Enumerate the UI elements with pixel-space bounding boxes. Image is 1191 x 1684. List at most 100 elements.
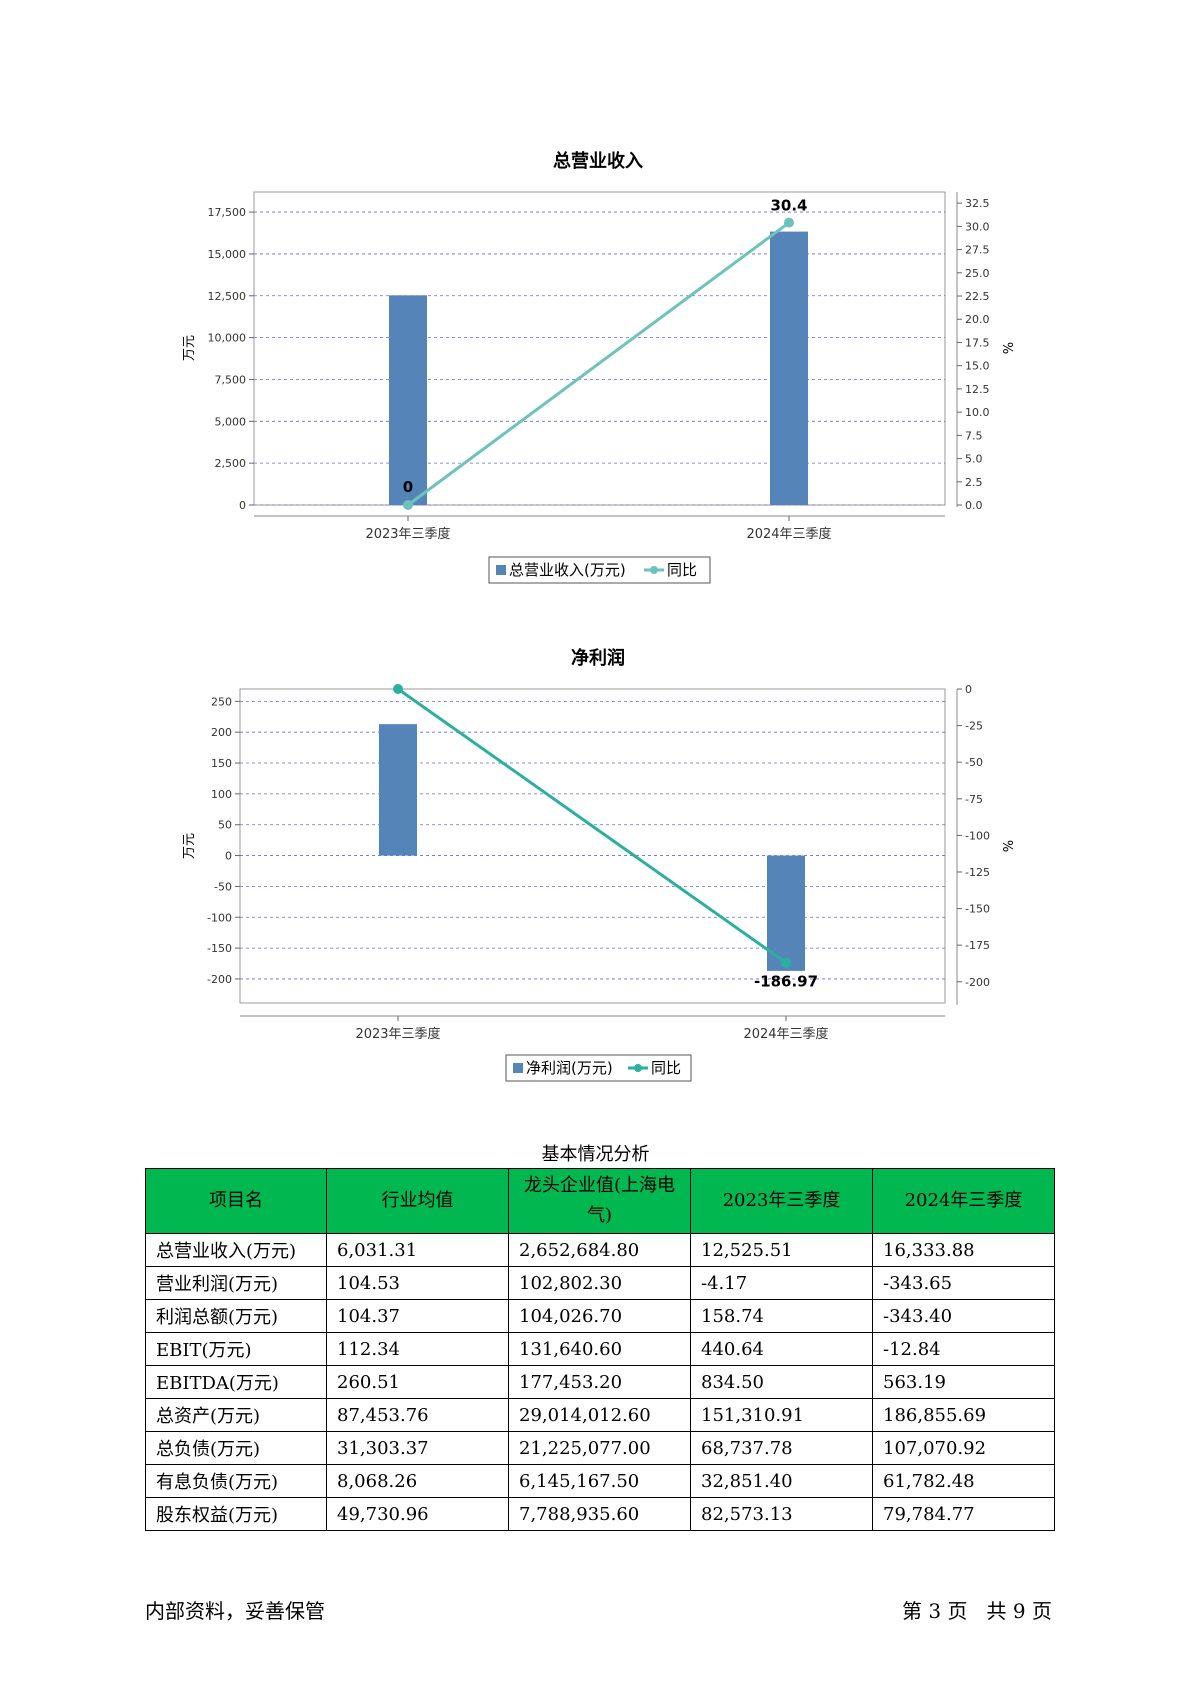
y-tick-label: 0 [239, 499, 246, 512]
table-cell: -12.84 [872, 1332, 1055, 1366]
y-tick-label: 7,500 [215, 373, 247, 386]
legend-bar-swatch [496, 565, 506, 575]
yoy-point [784, 217, 794, 228]
table-row: 总资产(万元) 87,453.76 29,014,012.60 151,310.91 1… [145, 1398, 1055, 1432]
data-label: 0 [403, 478, 413, 496]
x-tick-label: 2023年三季度 [355, 1026, 440, 1042]
y2-tick-label: -75 [965, 793, 983, 806]
y2-tick-label: 5.0 [965, 453, 983, 466]
table-cell: 2,652,684.80 [508, 1233, 691, 1267]
y2-tick-label: -100 [965, 829, 990, 842]
table-cell: 260.51 [326, 1365, 509, 1399]
legend-bar-label: 总营业收入(万元) [509, 561, 626, 579]
table-row: 利润总额(万元) 104.37 104,026.70 158.74 -343.40 [145, 1299, 1055, 1333]
table-cell: 563.19 [872, 1365, 1055, 1399]
table-cell: 29,014,012.60 [508, 1398, 691, 1432]
table-cell: 6,031.31 [326, 1233, 509, 1267]
table-cell: 104,026.70 [508, 1299, 691, 1333]
y-tick-label: 250 [211, 695, 232, 708]
table-row: 营业利润(万元) 104.53 102,802.30 -4.17 -343.65 [145, 1266, 1055, 1300]
header-leader-value: 龙头企业值(上海电气) [508, 1168, 691, 1234]
table-header-row: 项目名 行业均值 龙头企业值(上海电气) 2023年三季度 2024年三季度 [145, 1168, 1055, 1234]
table-cell: 112.34 [326, 1332, 509, 1366]
table-cell: 49,730.96 [326, 1497, 509, 1531]
y2-tick-label: 0.0 [965, 499, 983, 512]
y-tick-label: -150 [207, 942, 232, 955]
table-cell: 177,453.20 [508, 1365, 691, 1399]
table-cell: 68,737.78 [690, 1431, 873, 1465]
legend-line-label: 同比 [651, 1059, 681, 1077]
y2-tick-label: 32.5 [965, 197, 990, 210]
row-label: 股东权益(万元) [145, 1497, 327, 1531]
table-row: EBIT(万元) 112.34 131,640.60 440.64 -12.84 [145, 1332, 1055, 1366]
legend-line-marker [634, 1064, 642, 1072]
y2-tick-label: 10.0 [965, 406, 990, 419]
row-label: EBIT(万元) [145, 1332, 327, 1366]
table-cell: 32,851.40 [690, 1464, 873, 1498]
y-tick-label: 15,000 [208, 248, 247, 261]
y-tick-label: 5,000 [215, 415, 247, 428]
y-tick-label: -50 [214, 880, 232, 893]
row-label: 有息负债(万元) [145, 1464, 327, 1498]
legend-box [505, 1054, 692, 1082]
legend-bar-label: 净利润(万元) [526, 1059, 613, 1077]
chart-title: 总营业收入 [553, 150, 643, 172]
y2-axis-title: % [999, 840, 1014, 852]
y2-tick-label: 27.5 [965, 244, 990, 257]
table-cell: 82,573.13 [690, 1497, 873, 1531]
net-profit-chart: 净利润 -200 -150 -100 -50 0 50 100 150 200 250 0 -25 -50… [182, 647, 1014, 1082]
row-label: 总负债(万元) [145, 1431, 327, 1465]
table-cell: 61,782.48 [872, 1464, 1055, 1498]
row-label: 利润总额(万元) [145, 1299, 327, 1333]
y2-tick-label: -50 [965, 756, 983, 769]
y2-tick-label: -150 [965, 903, 990, 916]
y-tick-label: 12,500 [208, 290, 247, 303]
table-cell: 6,145,167.50 [508, 1464, 691, 1498]
table-row: 总营业收入(万元) 6,031.31 2,652,684.80 12,525.51 16… [145, 1233, 1055, 1267]
table-cell: -343.40 [872, 1299, 1055, 1333]
y2-tick-label: 20.0 [965, 313, 990, 326]
header-2024-q3: 2024年三季度 [872, 1168, 1055, 1234]
table-cell: 186,855.69 [872, 1398, 1055, 1432]
bar [389, 295, 427, 505]
data-label: -186.97 [754, 973, 818, 991]
table-cell: 131,640.60 [508, 1332, 691, 1366]
row-label: 总营业收入(万元) [145, 1233, 327, 1267]
table-cell: 440.64 [690, 1332, 873, 1366]
table-row: 总负债(万元) 31,303.37 21,225,077.00 68,737.78 10… [145, 1431, 1055, 1465]
header-industry-average: 行业均值 [326, 1168, 509, 1234]
table-cell: 87,453.76 [326, 1398, 509, 1432]
y-tick-label: 200 [211, 726, 232, 739]
y2-tick-label: -25 [965, 720, 983, 733]
row-label: 总资产(万元) [145, 1398, 327, 1432]
table-cell: 158.74 [690, 1299, 873, 1333]
table-cell: 16,333.88 [872, 1233, 1055, 1267]
row-label: 营业利润(万元) [145, 1266, 327, 1300]
y2-tick-label: -125 [965, 866, 990, 879]
table-cell: 107,070.92 [872, 1431, 1055, 1465]
y-tick-label: 100 [211, 788, 232, 801]
table-row: 有息负债(万元) 8,068.26 6,145,167.50 32,851.40 61,… [145, 1464, 1055, 1498]
bar [379, 724, 417, 856]
yoy-line [397, 687, 787, 964]
bar [767, 855, 805, 971]
y2-tick-label: -175 [965, 939, 990, 952]
yoy-line [407, 221, 790, 507]
basic-analysis-table: 项目名 行业均值 龙头企业值(上海电气) 2023年三季度 2024年三季度 总… [145, 1168, 1055, 1531]
header-item-name: 项目名 [145, 1168, 327, 1234]
y2-tick-label: 15.0 [965, 360, 990, 373]
y2-tick-label: 2.5 [965, 476, 983, 489]
y2-axis-title: % [999, 342, 1014, 354]
table-cell: 12,525.51 [690, 1233, 873, 1267]
y-tick-label: -200 [207, 973, 232, 986]
table-cell: -343.65 [872, 1266, 1055, 1300]
table-cell: -4.17 [690, 1266, 873, 1300]
legend-box [488, 556, 711, 584]
y-tick-label: 0 [225, 850, 232, 863]
legend-line-label: 同比 [667, 561, 697, 579]
legend-line-marker [650, 566, 658, 574]
yoy-point [393, 684, 403, 694]
y-tick-label: 10,000 [208, 332, 247, 345]
y2-tick-label: -200 [965, 976, 990, 989]
table-cell: 21,225,077.00 [508, 1431, 691, 1465]
